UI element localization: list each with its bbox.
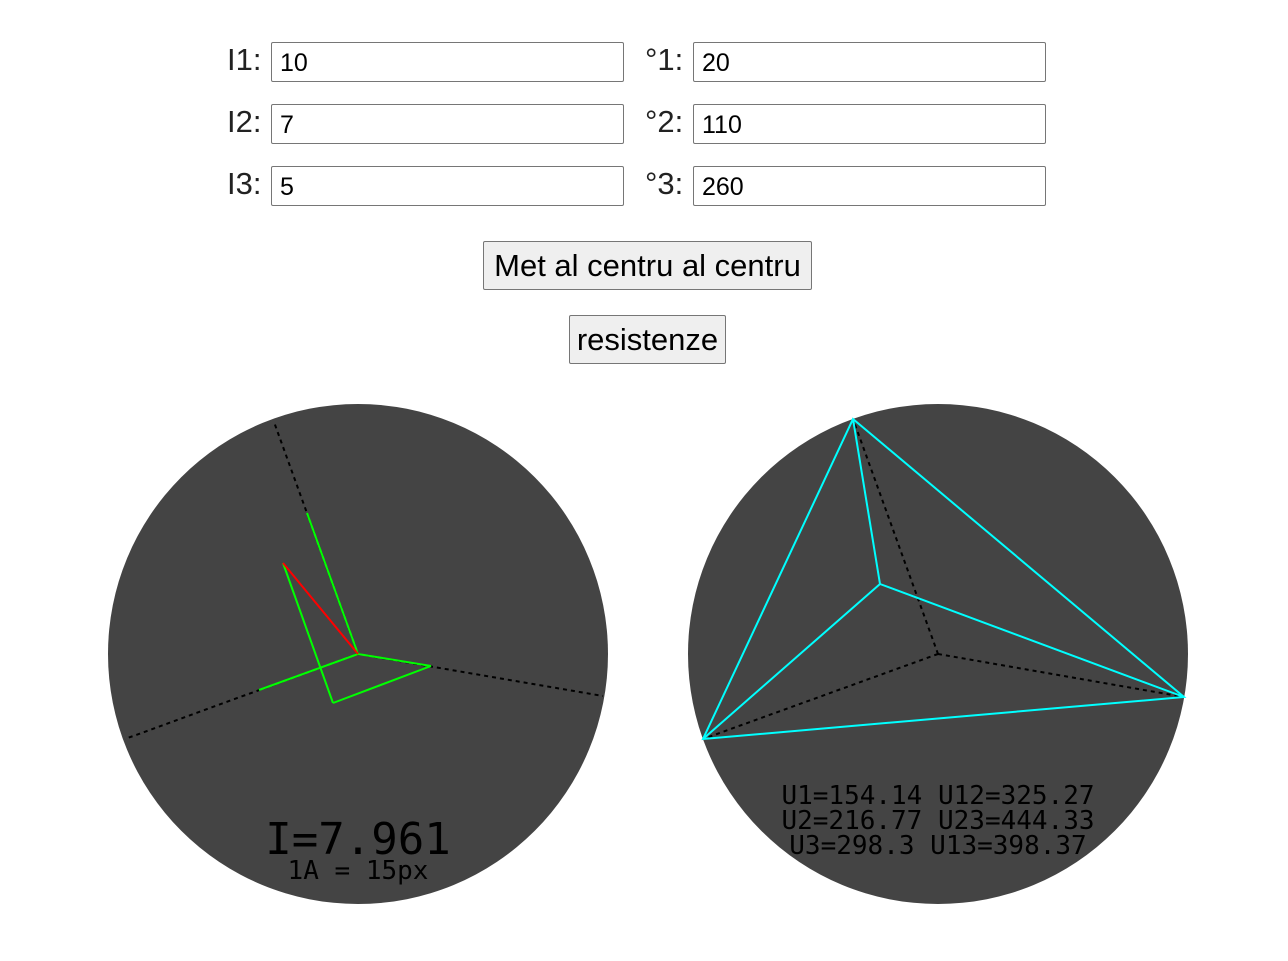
voltage-diagram: U1=154.14 U12=325.27 U2=216.77 U23=444.3…	[688, 404, 1188, 904]
angle1-label: °1:	[645, 42, 684, 77]
current-axis-2	[357, 653, 604, 697]
i2-label: I2:	[227, 104, 262, 139]
voltage-axis-1	[852, 418, 939, 655]
current-phasor-diagram: I=7.961 1A = 15px	[108, 404, 608, 904]
current-axis-1	[273, 421, 359, 655]
voltage-line-1: U1=154.14 U12=325.27	[781, 781, 1094, 811]
voltage-axis-3	[702, 653, 939, 740]
voltage-axis-2	[937, 653, 1185, 698]
voltage-phase-1	[852, 418, 881, 585]
current-phasor-2	[357, 653, 432, 667]
center-button[interactable]: Met al centru al centru	[483, 241, 812, 290]
voltage-diagram-disc	[688, 404, 1188, 904]
current-phasor-1b	[282, 562, 334, 704]
current-axis-3	[124, 653, 359, 740]
voltage-line-3: U3=298.3 U13=398.37	[789, 831, 1086, 861]
i3-input[interactable]	[271, 166, 624, 206]
current-phasor-1	[306, 512, 359, 655]
voltage-phase-2	[879, 583, 1185, 698]
current-phasor-2b	[332, 665, 432, 704]
current-phasor-3	[258, 653, 359, 691]
current-result-text: I=7.961	[265, 814, 450, 865]
current-diagram-disc	[108, 404, 608, 904]
i3-label: I3:	[227, 166, 262, 201]
angle3-label: °3:	[645, 166, 684, 201]
angle3-input[interactable]	[693, 166, 1046, 206]
resistances-button[interactable]: resistenze	[569, 315, 726, 364]
i1-input[interactable]	[271, 42, 624, 82]
i2-input[interactable]	[271, 104, 624, 144]
angle2-label: °2:	[645, 104, 684, 139]
voltage-line-triangle	[701, 417, 1187, 741]
voltage-line-2: U2=216.77 U23=444.33	[781, 806, 1094, 836]
angle1-input[interactable]	[693, 42, 1046, 82]
current-scale-text: 1A = 15px	[288, 856, 429, 886]
voltage-phase-3	[702, 583, 881, 740]
current-resultant	[282, 562, 359, 655]
i1-label: I1:	[227, 42, 262, 77]
angle2-input[interactable]	[693, 104, 1046, 144]
